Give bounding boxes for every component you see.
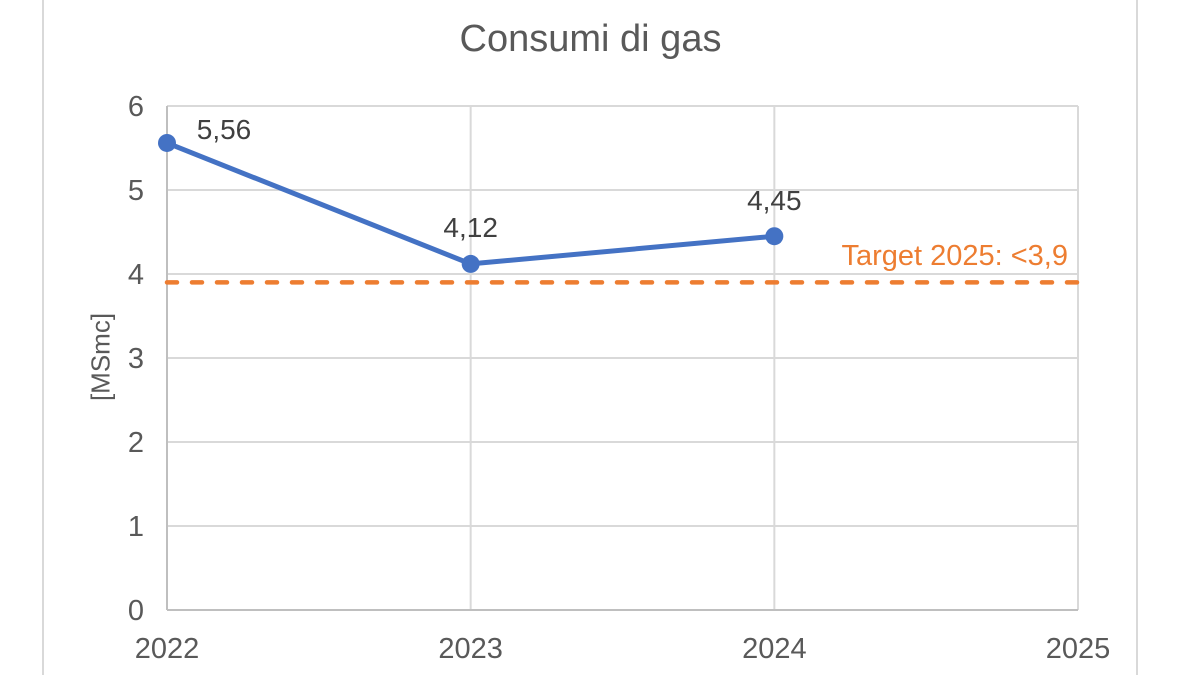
x-tick-label: 2024 bbox=[742, 633, 807, 665]
data-label: 4,12 bbox=[443, 212, 498, 243]
axis-tick-labels: 0 1 2 3 4 5 6 2022 2023 2024 2025 bbox=[128, 91, 1110, 665]
data-point-2023 bbox=[461, 254, 480, 273]
data-label: 4,45 bbox=[747, 185, 802, 216]
chart-border-right bbox=[1136, 0, 1138, 675]
x-tick-label: 2022 bbox=[135, 633, 200, 665]
series-line-group bbox=[158, 133, 784, 273]
y-tick-label: 0 bbox=[128, 595, 144, 627]
chart-border-left bbox=[42, 0, 44, 675]
y-tick-label: 5 bbox=[128, 175, 144, 207]
y-tick-label: 1 bbox=[128, 511, 144, 543]
gridlines bbox=[167, 105, 1079, 610]
y-tick-label: 6 bbox=[128, 91, 144, 123]
y-tick-label: 2 bbox=[128, 427, 144, 459]
axes bbox=[166, 106, 1078, 611]
data-point-2024 bbox=[765, 227, 784, 246]
y-tick-label: 4 bbox=[128, 259, 144, 291]
x-tick-label: 2023 bbox=[438, 633, 503, 665]
chart-title: Consumi di gas bbox=[459, 18, 722, 60]
target-line-group: Target 2025: <3,9 bbox=[164, 240, 1081, 285]
target-label: Target 2025: <3,9 bbox=[841, 240, 1068, 272]
x-tick-label: 2025 bbox=[1046, 633, 1111, 665]
y-tick-label: 3 bbox=[128, 343, 144, 375]
data-point-2022 bbox=[158, 133, 176, 152]
data-labels: 5,56 4,12 4,45 bbox=[197, 114, 802, 243]
data-label: 5,56 bbox=[197, 114, 252, 145]
